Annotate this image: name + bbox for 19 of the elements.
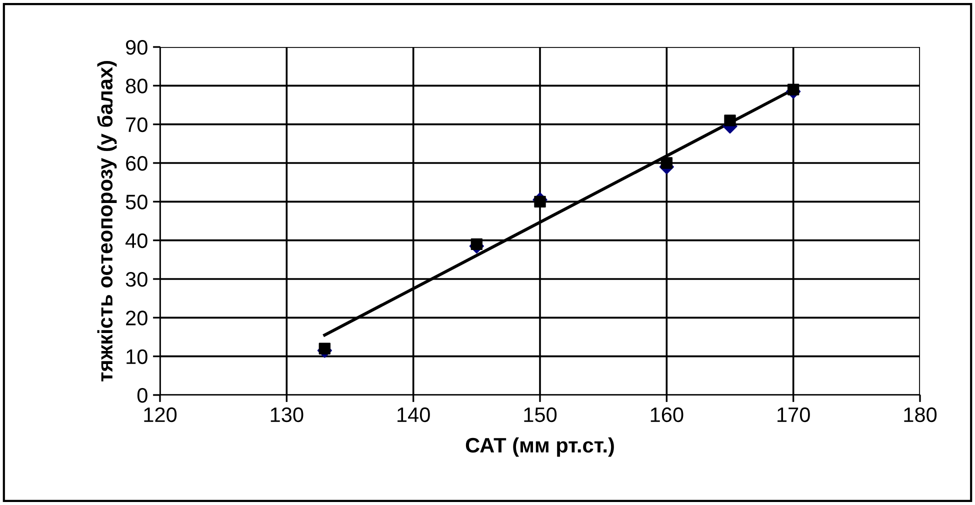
x-tick-label: 150 — [524, 407, 557, 422]
y-tick-label: 30 — [126, 272, 148, 287]
x-axis-title: САТ (мм рт.ст.) — [466, 437, 614, 457]
x-tick-label: 140 — [398, 407, 430, 422]
y-tick-label: 0 — [137, 388, 148, 403]
y-tick-label: 40 — [126, 233, 148, 248]
y-axis-title: тяжкість остеопорозу (у балах) — [97, 60, 117, 382]
x-tick-label: 120 — [144, 407, 177, 422]
x-tick-label: 160 — [650, 407, 684, 422]
y-tick-label: 80 — [126, 78, 148, 94]
y-tick-label: 10 — [126, 349, 148, 364]
y-tick-label: 70 — [126, 117, 148, 132]
x-tick-label: 180 — [904, 407, 937, 422]
y-tick-label: 50 — [126, 194, 148, 210]
y-tick-label: 20 — [126, 310, 148, 326]
y-tick-label: 60 — [126, 156, 148, 171]
y-tick-label: 90 — [126, 40, 148, 55]
x-tick-label: 170 — [778, 407, 810, 422]
x-tick-label: 130 — [270, 407, 304, 422]
